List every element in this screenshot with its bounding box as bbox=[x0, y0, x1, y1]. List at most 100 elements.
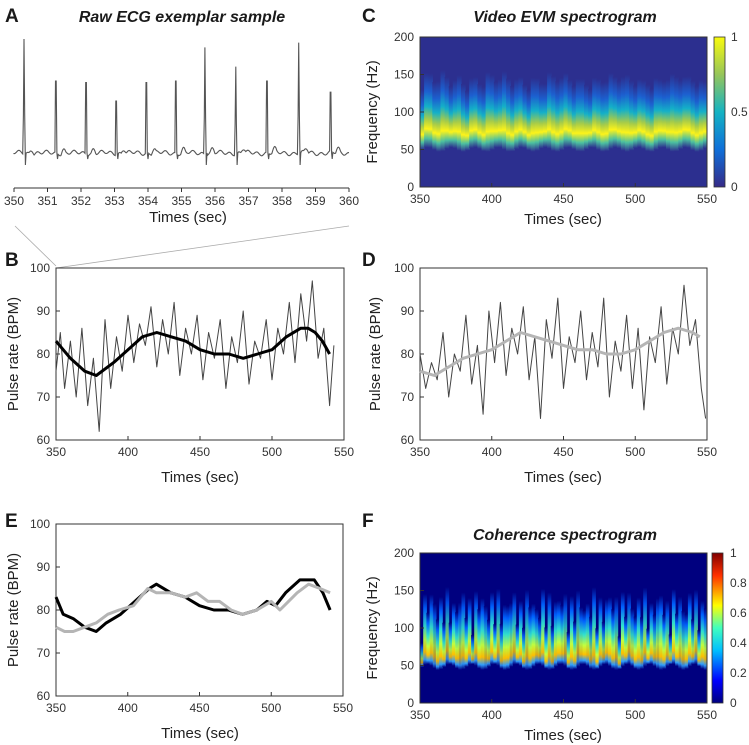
spectrogram-f-column bbox=[601, 621, 606, 665]
spectrogram-f-column bbox=[585, 603, 590, 666]
panel-f-axes: 350 400 450 500 550 0 50 100 150 200 bbox=[394, 546, 717, 722]
spectrogram-f-column bbox=[487, 619, 491, 667]
spectrogram-c-column bbox=[424, 72, 429, 148]
panel-f-title: Coherence spectrogram bbox=[473, 527, 657, 544]
spectrogram-f-column bbox=[694, 589, 698, 665]
panel-b-ytick-label: 90 bbox=[37, 304, 51, 318]
spectrogram-f-column bbox=[681, 611, 686, 670]
panel-e-ytick-label: 60 bbox=[37, 689, 51, 703]
spectrogram-f-column bbox=[671, 589, 676, 665]
spectrogram-c-column bbox=[674, 76, 679, 152]
spectrogram-f-column bbox=[624, 616, 628, 665]
panel-f-xtick-label: 450 bbox=[553, 708, 573, 722]
panel-c-ytick-label: 200 bbox=[394, 30, 414, 44]
panel-c-xtick-label: 500 bbox=[625, 192, 645, 206]
spectrogram-f-column bbox=[617, 636, 622, 670]
panel-d-plot: 350 400 450 500 550 60 70 80 90 100 bbox=[394, 261, 717, 459]
spectrogram-f-column bbox=[662, 614, 667, 669]
spectrogram-f-column bbox=[525, 589, 529, 670]
panel-c-xtick-label: 350 bbox=[410, 192, 430, 206]
spectrogram-c-column bbox=[625, 74, 630, 152]
spectrogram-f-column bbox=[678, 596, 682, 669]
panel-c-ytick-label: 0 bbox=[407, 180, 414, 194]
spectrogram-c-column bbox=[604, 81, 610, 152]
spectrogram-c-column bbox=[555, 81, 560, 152]
colorbar-f-tick-label: 0.4 bbox=[730, 636, 747, 650]
spectrogram-f-column bbox=[550, 625, 555, 670]
panel-a-xtick-label: 356 bbox=[205, 194, 225, 208]
panel-a: A Raw ECG exemplar sample 350 351 352 353 35… bbox=[4, 6, 359, 269]
spectrogram-f-column bbox=[646, 628, 651, 665]
colorbar-f-tick-label: 0.2 bbox=[730, 666, 747, 680]
panel-f-xtick-label: 350 bbox=[410, 708, 430, 722]
panel-b-ytick-label: 60 bbox=[37, 433, 51, 447]
spectrogram-f-column bbox=[423, 594, 427, 665]
spectrogram-f-column bbox=[569, 596, 574, 670]
panel-d-frame bbox=[419, 267, 708, 441]
spectrogram-c-column bbox=[436, 81, 442, 152]
panel-e-frame bbox=[55, 523, 344, 697]
spectrogram-f-column bbox=[458, 602, 462, 670]
spectrogram-c-band bbox=[420, 70, 707, 152]
spectrogram-f-column bbox=[640, 617, 644, 669]
panel-f: F Coherence spectrogram 350 400 450 500 5500… bbox=[362, 511, 747, 744]
spectrogram-f-column bbox=[614, 596, 619, 670]
spectrogram-f-column bbox=[429, 594, 434, 666]
panel-a-xtick-label: 350 bbox=[4, 194, 24, 208]
spectrogram-f-column bbox=[493, 624, 497, 665]
spectrogram-c-column bbox=[678, 79, 683, 150]
spectrogram-c-column bbox=[510, 86, 515, 152]
spectrogram-c-column bbox=[653, 77, 659, 150]
spectrogram-c-column bbox=[596, 78, 601, 150]
panel-a-xtick-label: 355 bbox=[171, 194, 191, 208]
spectrogram-c-column bbox=[600, 82, 606, 152]
spectrogram-c-column bbox=[497, 79, 503, 148]
spectrogram-c-column bbox=[534, 78, 540, 151]
spectrogram-f-column bbox=[464, 618, 469, 667]
panel-d-xtick-label: 400 bbox=[482, 445, 502, 459]
spectrogram-c-column bbox=[698, 79, 704, 151]
spectrogram-f-column bbox=[461, 592, 466, 670]
spectrogram-f-column bbox=[627, 592, 631, 665]
spectrogram-f-column bbox=[499, 623, 504, 669]
spectrogram-f-column bbox=[512, 592, 517, 665]
spectrogram-f-column bbox=[576, 590, 580, 667]
panel-a-xtick-label: 351 bbox=[37, 194, 57, 208]
spectrogram-f-column bbox=[518, 600, 523, 666]
spectrogram-c-column bbox=[543, 83, 548, 148]
spectrogram-c-column bbox=[608, 72, 614, 149]
panel-f-ylabel: Frequency (Hz) bbox=[364, 576, 381, 679]
panel-letter-e: E bbox=[5, 511, 18, 532]
spectrogram-f-column bbox=[480, 598, 485, 670]
spectrogram-f-column bbox=[547, 592, 552, 670]
spectrogram-c-column bbox=[661, 81, 667, 148]
spectrogram-f-column bbox=[668, 634, 673, 665]
panel-a-xtick-label: 358 bbox=[272, 194, 292, 208]
spectrogram-f-column bbox=[439, 597, 443, 670]
spectrogram-c-column bbox=[588, 89, 593, 148]
spectrogram-c-column bbox=[538, 83, 544, 149]
spectrogram-f-column bbox=[636, 597, 641, 670]
panel-e-xtick-label: 500 bbox=[261, 701, 281, 715]
spectrogram-c-column bbox=[690, 80, 696, 151]
colorbar-f bbox=[711, 552, 724, 704]
spectrogram-f-column bbox=[448, 622, 453, 665]
spectrogram-c-column bbox=[547, 72, 552, 149]
spectrogram-f-column bbox=[496, 588, 501, 666]
colorbar-f-tick-label: 1 bbox=[730, 546, 737, 560]
panel-a-title: Raw ECG exemplar sample bbox=[79, 9, 285, 26]
panel-d-series-video-EVM-smoothed bbox=[419, 326, 701, 377]
spectrogram-f-column bbox=[420, 643, 424, 667]
panel-e-xlabel: Times (sec) bbox=[161, 725, 239, 742]
spectrogram-c-column bbox=[620, 76, 626, 151]
spectrogram-c-column bbox=[682, 76, 688, 148]
spectrogram-f-column bbox=[608, 597, 612, 667]
colorbar-f-tick-label: 0.8 bbox=[730, 576, 747, 590]
panel-b-ylabel: Pulse rate (BPM) bbox=[5, 297, 22, 411]
panel-b-xtick-label: 500 bbox=[262, 445, 282, 459]
panel-c-ytick-label: 100 bbox=[394, 105, 414, 119]
panel-c-ytick-label: 50 bbox=[401, 143, 415, 157]
spectrogram-f-column bbox=[534, 609, 539, 665]
spectrogram-c-column bbox=[633, 85, 638, 149]
spectrogram-f-column bbox=[566, 632, 571, 669]
